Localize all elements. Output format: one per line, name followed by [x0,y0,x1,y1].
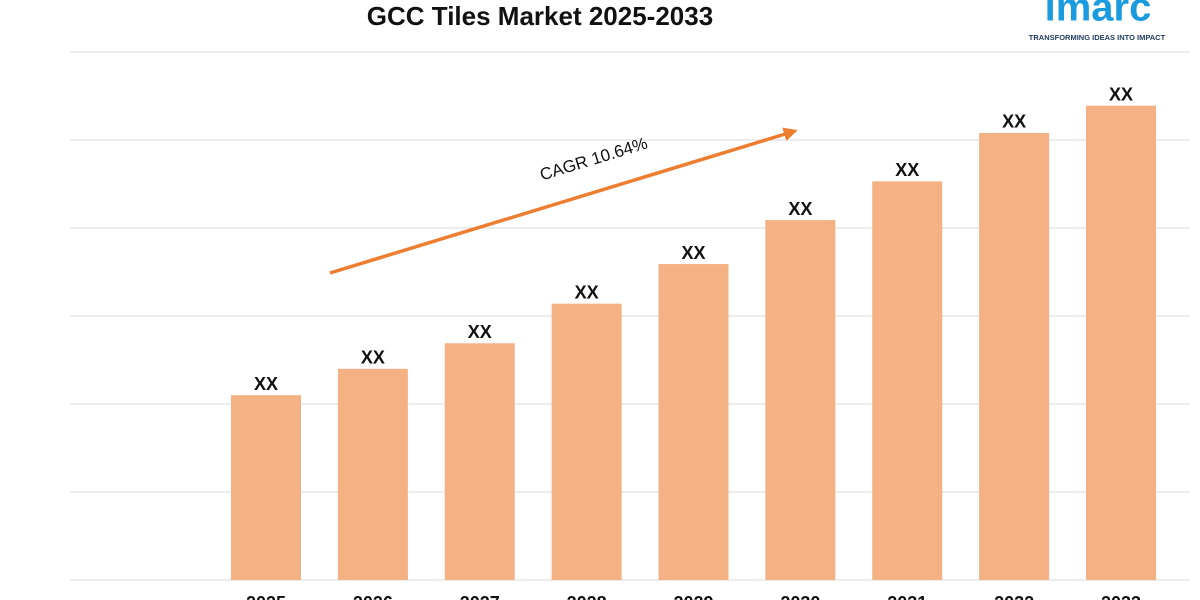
bars [231,105,1156,581]
data-label: XX [681,243,705,263]
x-tick-label: 2033 [1101,593,1141,600]
bar [872,181,943,581]
data-label: XX [895,160,919,180]
x-tick-label: 2032 [994,593,1034,600]
x-tick-label: 2026 [353,593,393,600]
x-tick-label: 2027 [460,593,500,600]
cagr-arrow [329,127,798,275]
bar [337,368,408,580]
bar [979,132,1050,580]
x-tick-label: 2029 [673,593,713,600]
data-label: XX [1002,112,1026,132]
bar [1086,105,1156,581]
x-tick-label: 2031 [887,593,927,600]
data-label: XX [361,348,385,368]
x-tick-label: 2028 [567,593,607,600]
brand-logo: imarc [1045,0,1152,30]
bar [551,303,622,580]
chart-title: GCC Tiles Market 2025-2033 [367,1,713,31]
data-label: XX [468,322,492,342]
cagr-annotation: CAGR 10.64% [538,134,650,185]
x-tick-label: 2030 [780,593,820,600]
data-label: XX [575,282,599,302]
bar [765,220,836,580]
data-label: XX [788,199,812,219]
data-label: XX [254,374,278,394]
bar [231,395,301,580]
data-label: XX [1109,84,1133,104]
brand-tagline: TRANSFORMING IDEAS INTO IMPACT [1029,33,1166,42]
bar [444,343,515,580]
bar [658,264,729,580]
x-tick-label: 2025 [246,593,286,600]
